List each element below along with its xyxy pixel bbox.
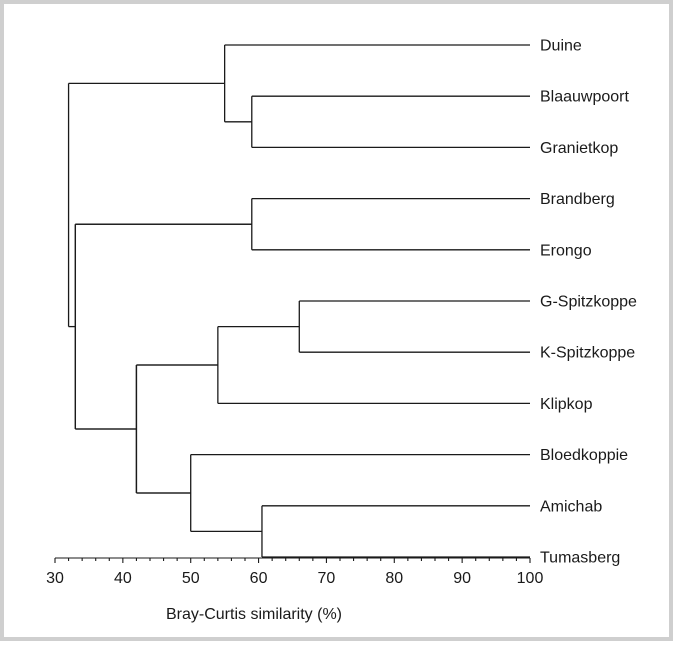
x-tick-label: 50 xyxy=(182,570,200,587)
leaf-label: Erongo xyxy=(540,242,592,259)
leaf-label: Duine xyxy=(540,38,582,55)
leaf-label: G-Spitzkoppe xyxy=(540,294,637,311)
leaf-label: Blaauwpoort xyxy=(540,89,630,106)
x-tick-label: 30 xyxy=(46,570,64,587)
leaf-label: Brandberg xyxy=(540,191,615,208)
x-tick-label: 40 xyxy=(114,570,132,587)
x-axis-title: Bray-Curtis similarity (%) xyxy=(166,606,342,623)
x-tick-label: 100 xyxy=(517,570,544,587)
dendrogram-svg: Duine Blaauwpoort Granietkop Brandberg Erong… xyxy=(46,38,637,624)
x-tick-label: 60 xyxy=(250,570,268,587)
leaf-label: Granietkop xyxy=(540,140,618,157)
leaf-label: Klipkop xyxy=(540,396,593,413)
leaf-label: Amichab xyxy=(540,498,602,515)
leaf-label: K-Spitzkoppe xyxy=(540,345,635,362)
x-tick-label: 90 xyxy=(453,570,471,587)
x-tick-label: 70 xyxy=(318,570,336,587)
leaf-label: Tumasberg xyxy=(540,550,620,567)
leaf-label: Bloedkoppie xyxy=(540,447,628,464)
x-tick-label: 80 xyxy=(385,570,403,587)
